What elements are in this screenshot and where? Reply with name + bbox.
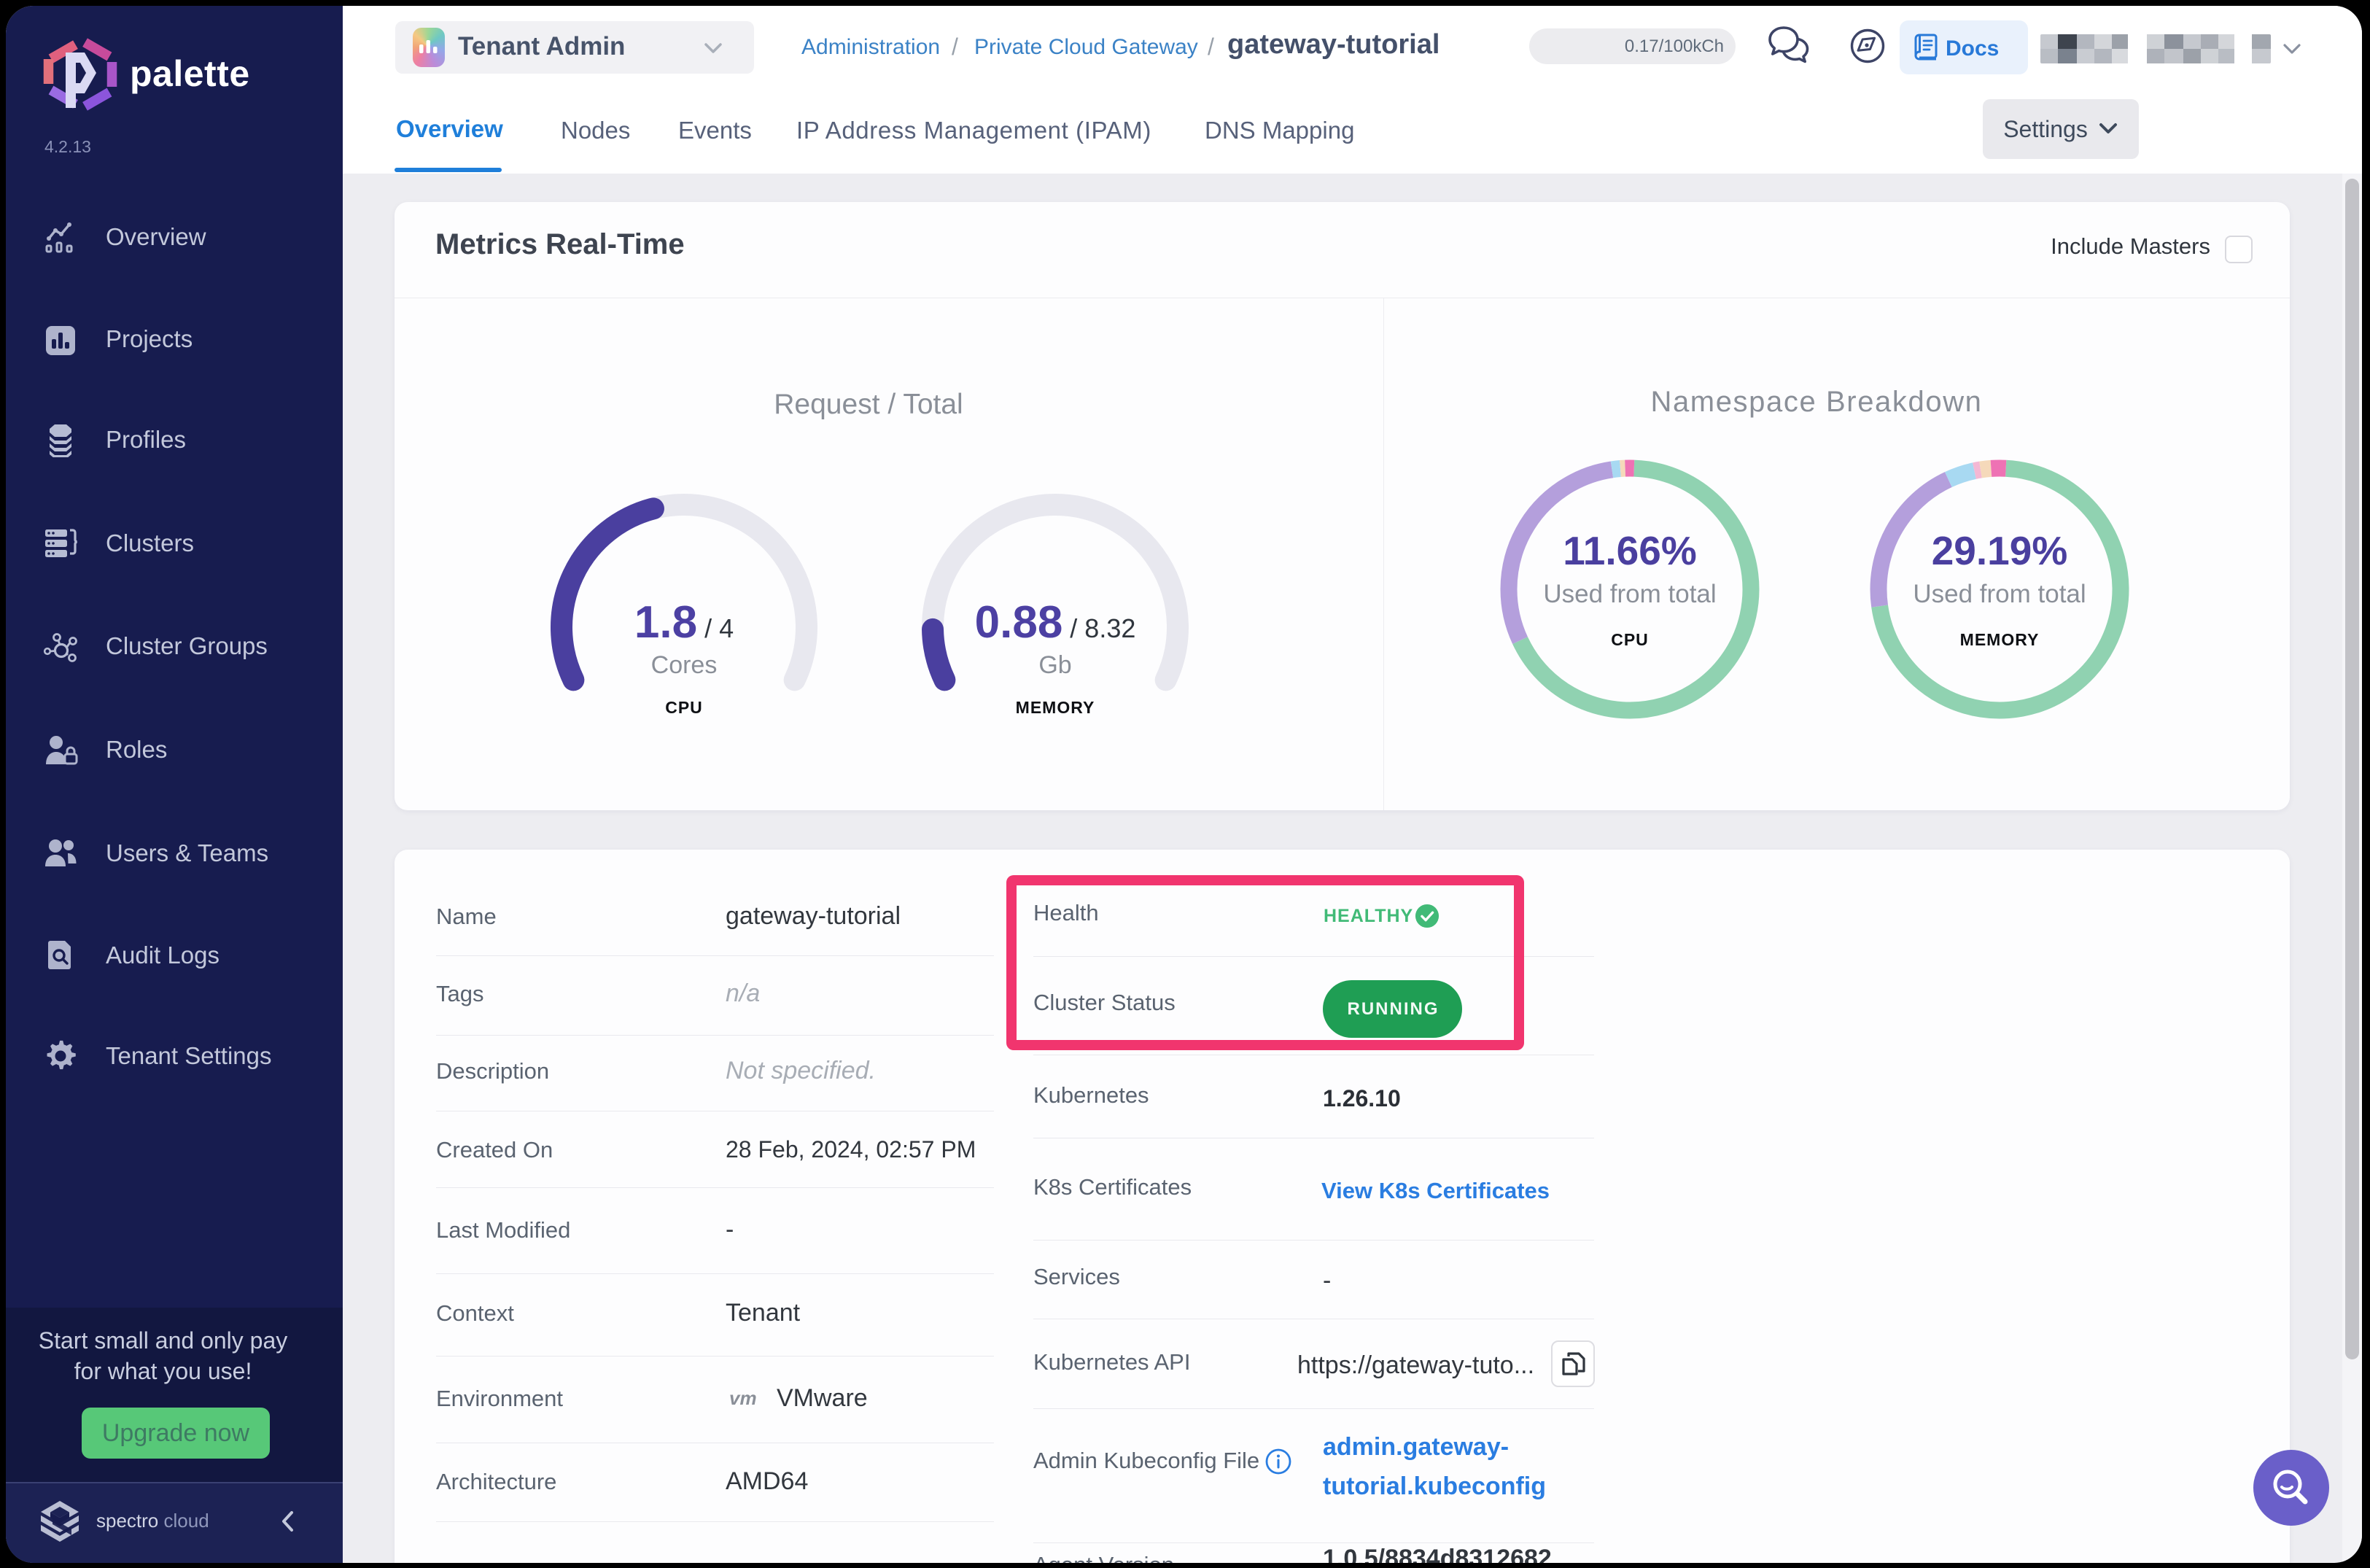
svg-text:vm: vm <box>729 1387 757 1409</box>
